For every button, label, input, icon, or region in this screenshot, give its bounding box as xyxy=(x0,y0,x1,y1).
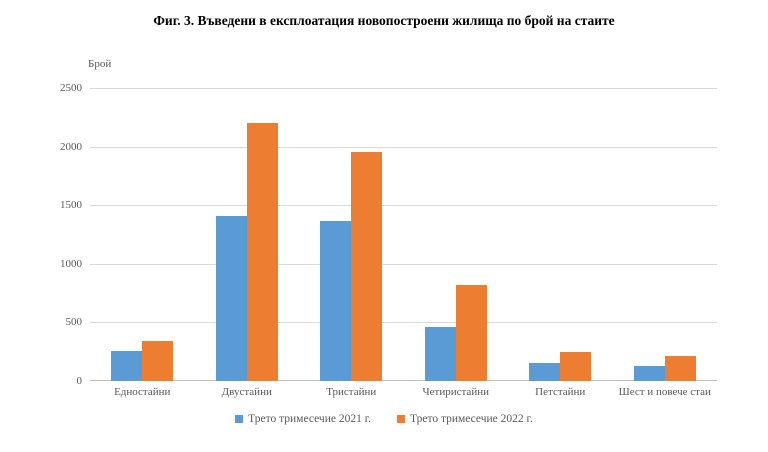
chart-title: Фиг. 3. Въведени в експлоатация новопост… xyxy=(153,13,615,28)
x-label-5: Петстайни xyxy=(535,386,586,398)
bar-series2-3[interactable] xyxy=(351,151,383,381)
gridline-2500 xyxy=(90,88,717,89)
bar-groups xyxy=(90,88,717,381)
bar-series2-2[interactable] xyxy=(246,123,278,381)
x-label-4: Четиристайни xyxy=(422,386,489,398)
y-tick-label-2500: 2500 xyxy=(60,82,82,94)
bar-series1-5[interactable] xyxy=(529,362,561,381)
x-label-2: Двустайни xyxy=(221,386,272,398)
legend-label: Трето тримесечие 2022 г. xyxy=(410,413,533,425)
bar-group-3 xyxy=(299,88,404,381)
bar-series1-4[interactable] xyxy=(424,327,456,381)
gridline-1000 xyxy=(90,263,717,265)
x-label-6: Шест и повече стаи xyxy=(618,386,711,398)
bar-group-5 xyxy=(508,88,613,381)
legend-label: Трето тримесечие 2021 г. xyxy=(248,413,371,425)
y-tick-label-2000: 2000 xyxy=(60,140,82,153)
bar-series1-1[interactable] xyxy=(111,350,143,381)
gridline-500 xyxy=(90,322,717,324)
bar-group-4 xyxy=(404,88,509,381)
gridline-2000 xyxy=(90,146,717,148)
legend-swatch-icon xyxy=(235,415,244,423)
bar-group-1 xyxy=(90,88,195,381)
bar-series1-2[interactable] xyxy=(215,215,247,381)
bar-series1-6[interactable] xyxy=(633,365,665,381)
y-tick-label-0: 0 xyxy=(76,375,83,387)
gridline-1500 xyxy=(90,205,717,207)
bar-group-6 xyxy=(613,88,718,381)
x-axis-category-labels: Едностайни Двустайни Тристайни Четиристайни… xyxy=(90,386,717,398)
bar-group-2 xyxy=(195,88,300,381)
x-axis-line xyxy=(90,380,717,381)
bar-series2-5[interactable] xyxy=(560,352,592,381)
bar-series2-1[interactable] xyxy=(142,340,174,381)
legend-swatch-icon xyxy=(397,415,405,423)
chart-legend: Трето тримесечие 2021 г. Трето тримесечие… xyxy=(0,413,768,425)
bar-series2-4[interactable] xyxy=(455,285,487,381)
legend-item-1[interactable]: Трето тримесечие 2021 г. xyxy=(235,413,371,425)
y-axis-unit-label: Брой xyxy=(88,58,112,70)
y-tick-label-1000: 1000 xyxy=(60,257,82,270)
bar-series1-3[interactable] xyxy=(320,221,352,381)
plot-area xyxy=(90,88,717,381)
bar-series2-6[interactable] xyxy=(664,355,696,381)
y-tick-label-1500: 1500 xyxy=(60,199,82,212)
y-tick-label-500: 500 xyxy=(65,316,83,329)
x-label-3: Тристайни xyxy=(326,386,377,398)
x-label-1: Едностайни xyxy=(114,386,171,398)
legend-item-2[interactable]: Трето тримесечие 2022 г. xyxy=(397,413,533,425)
